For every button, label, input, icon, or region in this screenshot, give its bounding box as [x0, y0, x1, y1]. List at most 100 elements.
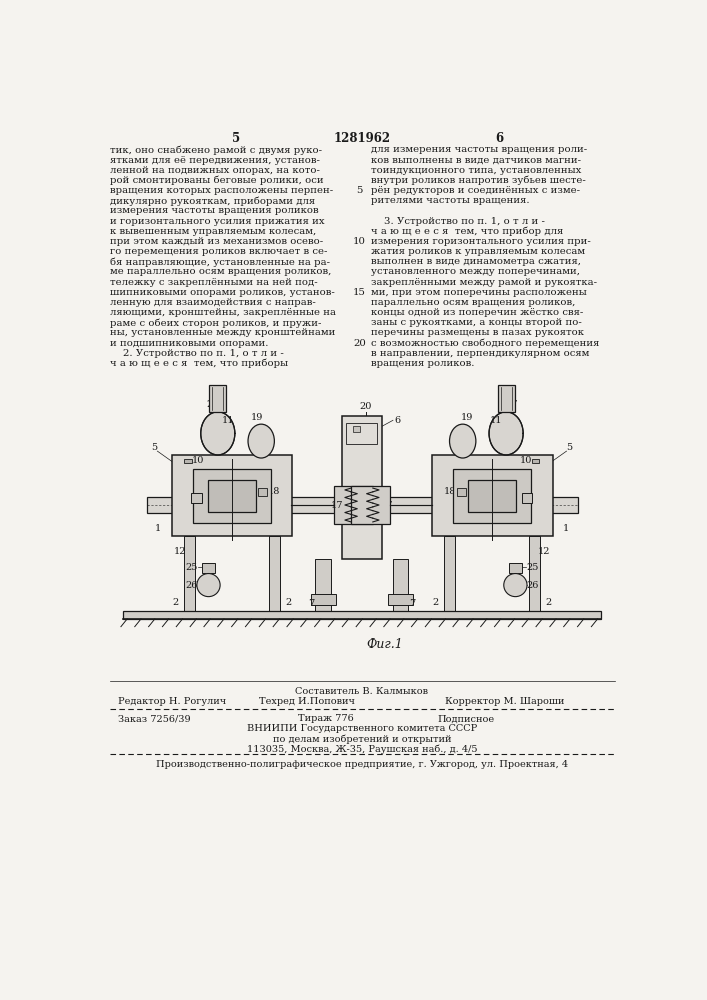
Text: 16: 16	[453, 510, 466, 519]
Bar	[193, 469, 271, 523]
Text: 27: 27	[206, 400, 218, 409]
Bar	[346, 423, 378, 444]
Text: перечины размещены в пазах рукояток: перечины размещены в пазах рукояток	[371, 328, 584, 337]
Text: 6: 6	[395, 416, 401, 425]
Text: 7: 7	[409, 599, 416, 608]
Bar	[208, 480, 256, 512]
Bar	[353, 426, 361, 432]
Bar	[393, 559, 409, 611]
Text: го перемещения роликов включает в се-: го перемещения роликов включает в се-	[110, 247, 327, 256]
Text: 16: 16	[518, 512, 531, 521]
Ellipse shape	[489, 412, 523, 455]
Bar	[123, 611, 602, 619]
Text: 6: 6	[495, 132, 503, 145]
Text: 18: 18	[444, 487, 457, 496]
Bar	[453, 469, 531, 523]
Text: жатия роликов к управляемым колесам: жатия роликов к управляемым колесам	[371, 247, 585, 256]
Text: заны с рукоятками, а концы второй по-: заны с рукоятками, а концы второй по-	[371, 318, 582, 327]
Text: 16: 16	[258, 510, 271, 519]
Text: ВНИИПИ Государственного комитета СССР: ВНИИПИ Государственного комитета СССР	[247, 724, 477, 733]
Text: закреплёнными между рамой и рукоятка-: закреплёнными между рамой и рукоятка-	[371, 278, 597, 287]
Text: раме с обеих сторон роликов, и пружи-: раме с обеих сторон роликов, и пружи-	[110, 318, 322, 328]
Text: 2: 2	[546, 598, 552, 607]
Text: 18: 18	[267, 487, 280, 496]
Ellipse shape	[450, 424, 476, 458]
Bar	[172, 455, 292, 536]
Text: рён редукторов и соединённых с изме-: рён редукторов и соединённых с изме-	[371, 186, 580, 195]
Text: тик, оно снабжено рамой с двумя руко-: тик, оно снабжено рамой с двумя руко-	[110, 145, 322, 155]
Text: 5: 5	[566, 443, 573, 452]
Text: Фиг.1: Фиг.1	[367, 638, 404, 651]
Circle shape	[197, 574, 220, 597]
Text: Тираж 776: Тираж 776	[298, 714, 354, 723]
Text: 19: 19	[460, 413, 473, 422]
Bar	[433, 455, 553, 536]
Bar	[258, 488, 267, 496]
Text: Подписное: Подписное	[437, 714, 494, 723]
Circle shape	[504, 574, 527, 597]
Text: 19: 19	[251, 413, 264, 422]
Bar	[522, 493, 532, 503]
Text: ляющими, кронштейны, закреплённые на: ляющими, кронштейны, закреплённые на	[110, 308, 336, 317]
Text: ны, установленные между кронштейнами: ны, установленные между кронштейнами	[110, 328, 335, 337]
Text: 1281962: 1281962	[334, 132, 390, 145]
Bar	[509, 563, 522, 573]
Text: 27: 27	[506, 400, 518, 409]
Text: 16: 16	[193, 512, 206, 521]
Text: 7: 7	[308, 599, 315, 608]
Text: по делам изобретений и открытий: по делам изобретений и открытий	[273, 734, 451, 744]
Text: Заказ 7256/39: Заказ 7256/39	[118, 714, 190, 723]
Text: рителями частоты вращения.: рителями частоты вращения.	[371, 196, 530, 205]
Text: Корректор М. Шароши: Корректор М. Шароши	[445, 698, 564, 706]
Text: 2: 2	[285, 598, 291, 607]
Bar	[311, 594, 336, 605]
Bar	[209, 385, 226, 412]
Text: 2: 2	[433, 598, 439, 607]
Bar	[351, 486, 390, 524]
Text: и подшипниковыми опорами.: и подшипниковыми опорами.	[110, 339, 269, 348]
Text: рой смонтированы беговые ролики, оси: рой смонтированы беговые ролики, оси	[110, 176, 324, 185]
Text: ми, при этом поперечины расположены: ми, при этом поперечины расположены	[371, 288, 587, 297]
Text: 25: 25	[526, 563, 539, 572]
Text: 12: 12	[538, 547, 550, 556]
Text: выполнен в виде динамометра сжатия,: выполнен в виде динамометра сжатия,	[371, 257, 581, 266]
Text: и горизонтального усилия прижатия их: и горизонтального усилия прижатия их	[110, 217, 325, 226]
Text: 10: 10	[354, 237, 366, 246]
Bar	[334, 486, 373, 524]
Text: 26: 26	[185, 581, 198, 590]
Text: 8: 8	[211, 510, 218, 519]
Text: 11: 11	[221, 416, 234, 425]
Text: 2. Устройство по п. 1, о т л и -: 2. Устройство по п. 1, о т л и -	[110, 349, 284, 358]
Bar	[388, 594, 413, 605]
Text: измерения частоты вращения роликов: измерения частоты вращения роликов	[110, 206, 319, 215]
Bar	[184, 536, 194, 611]
Text: 1: 1	[155, 524, 161, 533]
Text: ков выполнены в виде датчиков магни-: ков выполнены в виде датчиков магни-	[371, 156, 581, 165]
Text: 25: 25	[185, 563, 198, 572]
Text: 26: 26	[526, 581, 539, 590]
Bar	[269, 536, 280, 611]
Text: 20: 20	[354, 339, 366, 348]
Text: 15: 15	[354, 288, 366, 297]
Bar	[532, 459, 539, 463]
Text: параллельно осям вращения роликов,: параллельно осям вращения роликов,	[371, 298, 575, 307]
Text: 2: 2	[172, 598, 178, 607]
Text: концы одной из поперечин жёстко свя-: концы одной из поперечин жёстко свя-	[371, 308, 583, 317]
Text: 5: 5	[356, 186, 363, 195]
Text: ятками для её передвижения, установ-: ятками для её передвижения, установ-	[110, 156, 320, 165]
Text: вращения которых расположены перпен-: вращения которых расположены перпен-	[110, 186, 333, 195]
Text: 8: 8	[506, 510, 513, 519]
Text: 10: 10	[192, 456, 204, 465]
Text: шипниковыми опорами роликов, установ-: шипниковыми опорами роликов, установ-	[110, 288, 335, 297]
Text: ленной на подвижных опорах, на кото-: ленной на подвижных опорах, на кото-	[110, 166, 320, 175]
Ellipse shape	[201, 412, 235, 455]
Text: ленную для взаимодействия с направ-: ленную для взаимодействия с направ-	[110, 298, 316, 307]
Bar	[498, 385, 515, 412]
Text: 12: 12	[174, 547, 186, 556]
Text: дикулярно рукояткам, приборами для: дикулярно рукояткам, приборами для	[110, 196, 315, 206]
Text: 5: 5	[232, 132, 240, 145]
Bar	[468, 480, 516, 512]
Text: 8: 8	[250, 510, 257, 519]
Text: 17: 17	[331, 500, 344, 510]
Text: Производственно-полиграфическое предприятие, г. Ужгород, ул. Проектная, 4: Производственно-полиграфическое предприя…	[156, 760, 568, 769]
